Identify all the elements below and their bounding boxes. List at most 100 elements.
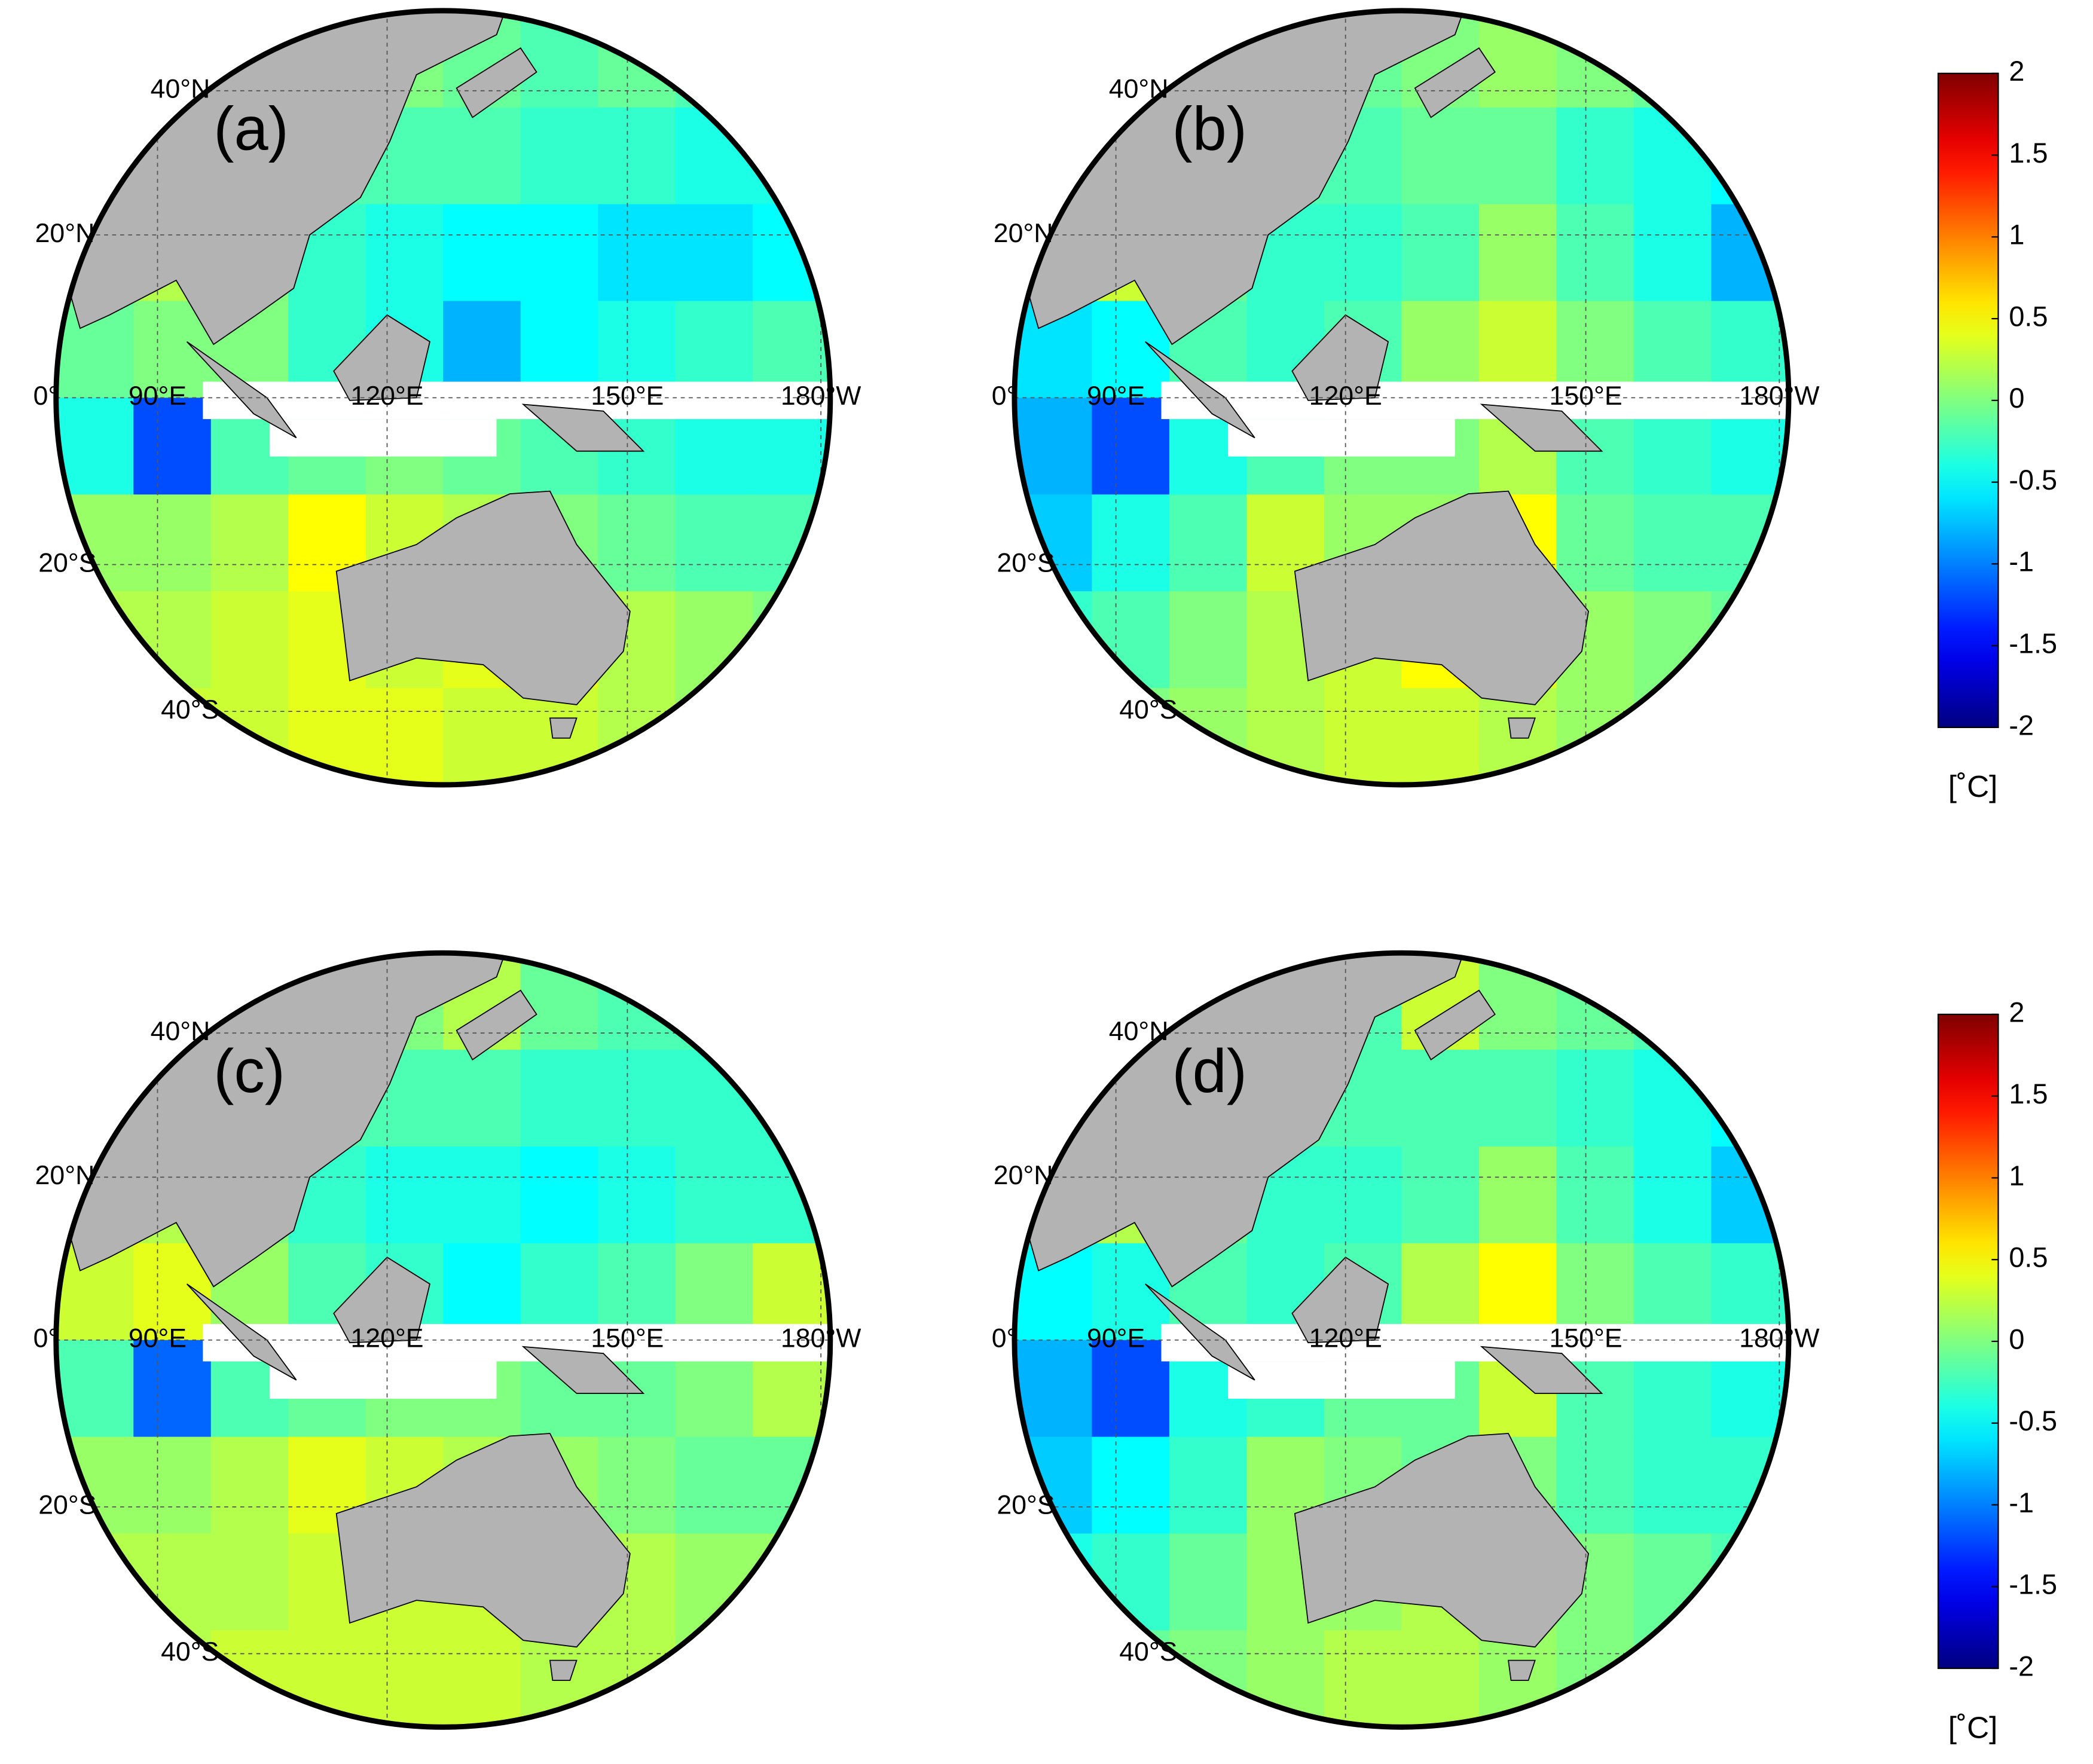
colorbar-tick-label: -0.5 — [2009, 464, 2057, 496]
grid-cell — [675, 953, 754, 1051]
grid-cell — [210, 1630, 289, 1728]
grid-cell — [1711, 1050, 1789, 1148]
grid-cell — [520, 953, 599, 1051]
grid-cell — [365, 204, 444, 302]
missing-band — [1161, 381, 1789, 420]
grid-cell — [1014, 1630, 1093, 1728]
missing-band — [1161, 1323, 1789, 1362]
colorbar-tick-label: 2 — [2009, 56, 2024, 87]
colorbar-tick-label: 2 — [2009, 996, 2024, 1028]
grid-cell — [1014, 688, 1093, 785]
lat-label: 0° — [992, 381, 1018, 411]
grid-cell — [443, 688, 521, 785]
lat-label: 0° — [33, 381, 59, 411]
colorbar-tick-label: 0.5 — [2009, 1242, 2048, 1273]
grid-cell — [56, 1630, 135, 1728]
colorbar-tick-label: 1 — [2009, 1160, 2024, 1191]
grid-cell — [675, 688, 754, 785]
grid-cell — [56, 953, 135, 1051]
grid-cell — [1556, 1050, 1635, 1148]
grid-cell — [753, 10, 830, 108]
colorbar-tick-label: 1 — [2009, 219, 2024, 250]
grid-cell — [753, 1533, 830, 1631]
grid-cell — [1478, 1146, 1557, 1244]
grid-cell — [1169, 591, 1248, 689]
grid-cell — [598, 1050, 676, 1148]
panel-label: (c) — [213, 1037, 285, 1105]
grid-cell — [1556, 953, 1635, 1051]
grid-cell — [1014, 953, 1093, 1051]
lon-label: 90°E — [129, 381, 187, 411]
grid-cell — [598, 688, 676, 785]
grid-cell — [1324, 688, 1403, 785]
colorbar-gradient — [1937, 1013, 1999, 1670]
grid-cell — [753, 688, 830, 785]
map-border — [53, 950, 833, 1730]
map-border — [53, 8, 833, 788]
lon-label: 150°E — [1550, 381, 1623, 411]
grid-cell — [288, 688, 366, 785]
grid-cell — [1092, 1436, 1171, 1534]
grid-cell — [56, 10, 135, 108]
grid-cell — [1556, 1630, 1635, 1728]
grid-cell — [753, 204, 830, 302]
colorbar-tick-label: -0.5 — [2009, 1405, 2057, 1436]
grid-cell — [598, 1630, 676, 1728]
lon-label: 90°E — [1087, 1324, 1145, 1353]
lat-label: 40°S — [1119, 1637, 1177, 1667]
grid-cell — [210, 591, 289, 689]
grid-cell — [1478, 953, 1557, 1051]
grid-cell — [210, 688, 289, 785]
grid-cell — [1014, 10, 1093, 108]
colorbar-tick-label: 0 — [2009, 1323, 2024, 1355]
grid-cell — [1711, 204, 1789, 302]
grid-cell — [598, 494, 676, 592]
grid-cell — [1633, 953, 1712, 1051]
lon-label: 120°E — [1309, 381, 1382, 411]
grid-cell — [520, 107, 599, 205]
grid-cell — [1014, 398, 1093, 496]
map-panel: (c)40°N 20°N 0° 20°S 40°S 90°E 120°E 150°E 180°W — [33, 950, 861, 1730]
grid-cell — [1324, 1630, 1403, 1728]
colorbar-tick-label: 0.5 — [2009, 301, 2048, 332]
map-panel: (b)40°N 20°N 0° 20°S 40°S 90°E 120°E 150°E 180°W — [992, 8, 1820, 788]
lat-label: 40°N — [1109, 1017, 1169, 1046]
grid-cell — [1633, 1146, 1712, 1244]
grid-cell — [1633, 10, 1712, 108]
grid-cell — [1711, 107, 1789, 205]
colorbar-tick-label: -2 — [2009, 1650, 2034, 1682]
grid-cell — [1711, 1630, 1789, 1728]
grid-cell — [1324, 204, 1403, 302]
grid-cell — [1711, 1146, 1789, 1244]
missing-band — [270, 419, 497, 457]
grid-cell — [675, 204, 754, 302]
grid-cell — [1556, 1436, 1635, 1534]
grid-cell — [1478, 204, 1557, 302]
grid-cell — [210, 1436, 289, 1534]
grid-cell — [1092, 494, 1171, 592]
lat-label: 40°S — [161, 695, 219, 724]
grid-cell — [133, 398, 212, 496]
grid-cell — [56, 1533, 135, 1631]
colorbar-unit: [˚C] — [1948, 1710, 1998, 1744]
grid-cell — [598, 953, 676, 1051]
grid-cell — [1169, 1436, 1248, 1534]
grid-cell — [1092, 1340, 1171, 1438]
grid-cell — [1711, 591, 1789, 689]
grid-cell — [520, 10, 599, 108]
lon-label: 90°E — [129, 1324, 187, 1353]
colorbar-tick-label: 1.5 — [2009, 1078, 2048, 1109]
lon-label: 150°E — [591, 381, 664, 411]
grid-cell — [1478, 107, 1557, 205]
grid-cell — [1246, 1630, 1325, 1728]
lon-label: 120°E — [350, 1324, 423, 1353]
panel-label: (a) — [213, 94, 289, 163]
grid-cell — [753, 1630, 830, 1728]
map-disk — [56, 10, 830, 785]
missing-band — [1228, 419, 1455, 457]
grid-cell — [133, 1340, 212, 1438]
lat-label: 40°N — [151, 75, 210, 104]
grid-cell — [443, 107, 521, 205]
grid-cell — [1401, 1050, 1480, 1148]
